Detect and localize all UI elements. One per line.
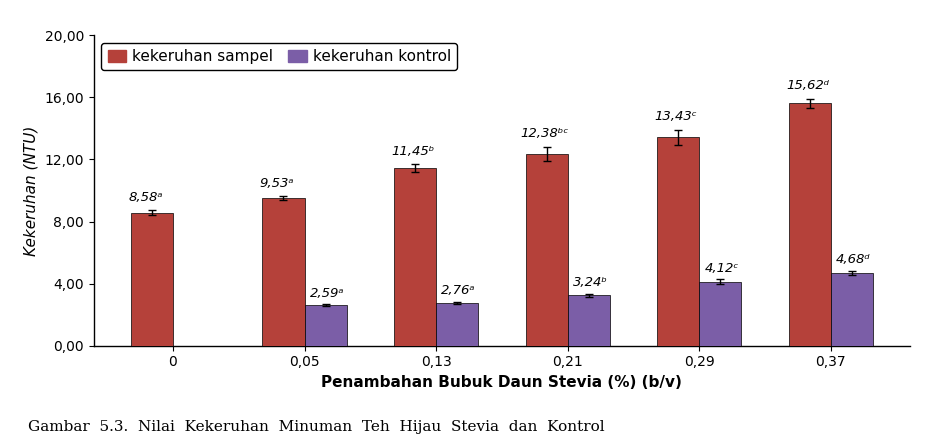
Bar: [305, 305, 347, 346]
Text: 2,76ᵃ: 2,76ᵃ: [441, 284, 476, 297]
Bar: [394, 168, 436, 346]
X-axis label: Penambahan Bubuk Daun Stevia (%) (b/v): Penambahan Bubuk Daun Stevia (%) (b/v): [322, 375, 682, 390]
Bar: [831, 273, 872, 346]
Bar: [567, 295, 610, 346]
Bar: [436, 303, 478, 346]
Text: 2,59ᵃ: 2,59ᵃ: [310, 287, 344, 300]
Text: 3,24ᵇ: 3,24ᵇ: [573, 276, 608, 289]
Text: Gambar  5.3.  Nilai  Kekeruhan  Minuman  Teh  Hijau  Stevia  dan  Kontrol: Gambar 5.3. Nilai Kekeruhan Minuman Teh …: [28, 420, 605, 434]
Y-axis label: Kekeruhan (NTU): Kekeruhan (NTU): [23, 125, 38, 256]
Text: 11,45ᵇ: 11,45ᵇ: [391, 145, 434, 158]
Text: 13,43ᶜ: 13,43ᶜ: [655, 110, 697, 123]
Text: 12,38ᵇᶜ: 12,38ᵇᶜ: [521, 128, 568, 140]
Bar: [131, 213, 173, 346]
Text: 8,58ᵃ: 8,58ᵃ: [129, 191, 163, 204]
Bar: [699, 282, 741, 346]
Bar: [789, 103, 831, 346]
Bar: [525, 154, 567, 346]
Bar: [263, 198, 305, 346]
Text: 4,68ᵈ: 4,68ᵈ: [836, 253, 870, 267]
Text: 9,53ᵃ: 9,53ᵃ: [260, 177, 295, 190]
Text: 4,12ᶜ: 4,12ᶜ: [704, 262, 738, 275]
Bar: [657, 137, 699, 346]
Legend: kekeruhan sampel, kekeruhan kontrol: kekeruhan sampel, kekeruhan kontrol: [101, 43, 457, 70]
Text: 15,62ᵈ: 15,62ᵈ: [786, 79, 829, 93]
